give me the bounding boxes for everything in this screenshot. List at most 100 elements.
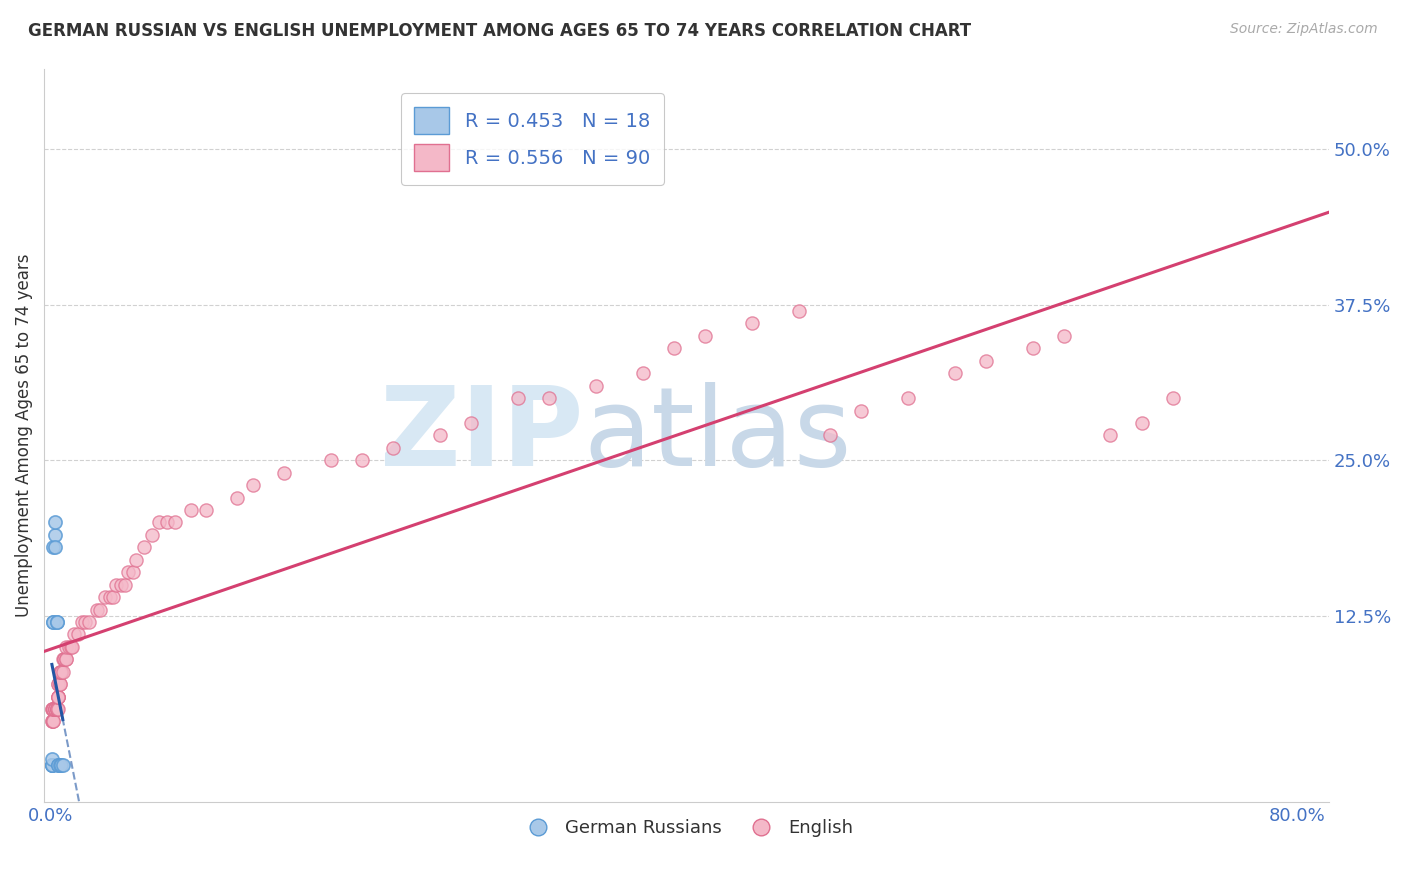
Point: [46, 690, 69, 704]
Point: [44, 702, 66, 716]
Point: [429, 428, 451, 442]
Text: atlas: atlas: [583, 382, 852, 489]
Point: [53, 652, 76, 666]
Point: [44, 528, 66, 542]
Point: [46, 690, 69, 704]
Point: [122, 565, 145, 579]
Point: [73, 615, 96, 629]
Point: [943, 366, 966, 380]
Point: [1130, 416, 1153, 430]
Point: [273, 466, 295, 480]
Point: [44, 702, 66, 716]
Point: [42, 714, 65, 729]
Point: [41, 758, 63, 772]
Point: [51, 665, 73, 679]
Point: [44, 702, 66, 716]
Point: [319, 453, 342, 467]
Point: [46, 702, 69, 716]
Point: [41, 714, 63, 729]
Point: [42, 702, 65, 716]
Point: [44, 541, 66, 555]
Point: [1099, 428, 1122, 442]
Point: [132, 541, 155, 555]
Point: [46, 677, 69, 691]
Legend: German Russians, English: German Russians, English: [512, 812, 860, 845]
Point: [46, 690, 69, 704]
Point: [98, 590, 121, 604]
Point: [51, 665, 73, 679]
Point: [46, 690, 69, 704]
Point: [52, 758, 75, 772]
Point: [70, 615, 93, 629]
Point: [79, 615, 101, 629]
Point: [41, 702, 63, 716]
Point: [110, 577, 132, 591]
Point: [67, 627, 90, 641]
Point: [180, 503, 202, 517]
Point: [148, 516, 170, 530]
Point: [165, 516, 187, 530]
Point: [44, 702, 66, 716]
Point: [1053, 329, 1076, 343]
Point: [45, 702, 67, 716]
Point: [45, 702, 67, 716]
Point: [141, 528, 163, 542]
Point: [538, 391, 561, 405]
Point: [48, 665, 70, 679]
Point: [1161, 391, 1184, 405]
Point: [460, 416, 482, 430]
Point: [41, 702, 63, 716]
Point: [51, 758, 73, 772]
Point: [585, 378, 607, 392]
Point: [41, 714, 63, 729]
Point: [94, 590, 117, 604]
Point: [58, 640, 80, 654]
Point: [42, 702, 65, 716]
Point: [382, 441, 405, 455]
Point: [55, 652, 77, 666]
Point: [52, 665, 75, 679]
Point: [48, 758, 70, 772]
Point: [741, 317, 763, 331]
Point: [41, 758, 63, 772]
Y-axis label: Unemployment Among Ages 65 to 74 years: Unemployment Among Ages 65 to 74 years: [15, 253, 32, 617]
Text: Source: ZipAtlas.com: Source: ZipAtlas.com: [1230, 22, 1378, 37]
Point: [42, 702, 65, 716]
Point: [1021, 342, 1043, 356]
Point: [55, 652, 77, 666]
Point: [48, 677, 70, 691]
Point: [46, 758, 69, 772]
Point: [46, 677, 69, 691]
Point: [51, 665, 73, 679]
Point: [86, 602, 108, 616]
Point: [631, 366, 654, 380]
Point: [104, 577, 127, 591]
Point: [897, 391, 920, 405]
Point: [59, 640, 82, 654]
Point: [156, 516, 179, 530]
Point: [242, 478, 264, 492]
Point: [44, 516, 66, 530]
Point: [89, 602, 111, 616]
Point: [662, 342, 685, 356]
Point: [52, 652, 75, 666]
Point: [125, 553, 148, 567]
Point: [45, 702, 67, 716]
Point: [48, 665, 70, 679]
Point: [114, 577, 136, 591]
Point: [226, 491, 249, 505]
Point: [101, 590, 124, 604]
Point: [818, 428, 841, 442]
Text: GERMAN RUSSIAN VS ENGLISH UNEMPLOYMENT AMONG AGES 65 TO 74 YEARS CORRELATION CHA: GERMAN RUSSIAN VS ENGLISH UNEMPLOYMENT A…: [28, 22, 972, 40]
Point: [506, 391, 529, 405]
Point: [45, 615, 67, 629]
Point: [695, 329, 717, 343]
Point: [117, 565, 139, 579]
Point: [42, 615, 65, 629]
Point: [48, 677, 70, 691]
Point: [41, 758, 63, 772]
Point: [849, 403, 872, 417]
Point: [41, 752, 63, 766]
Point: [41, 758, 63, 772]
Point: [787, 304, 810, 318]
